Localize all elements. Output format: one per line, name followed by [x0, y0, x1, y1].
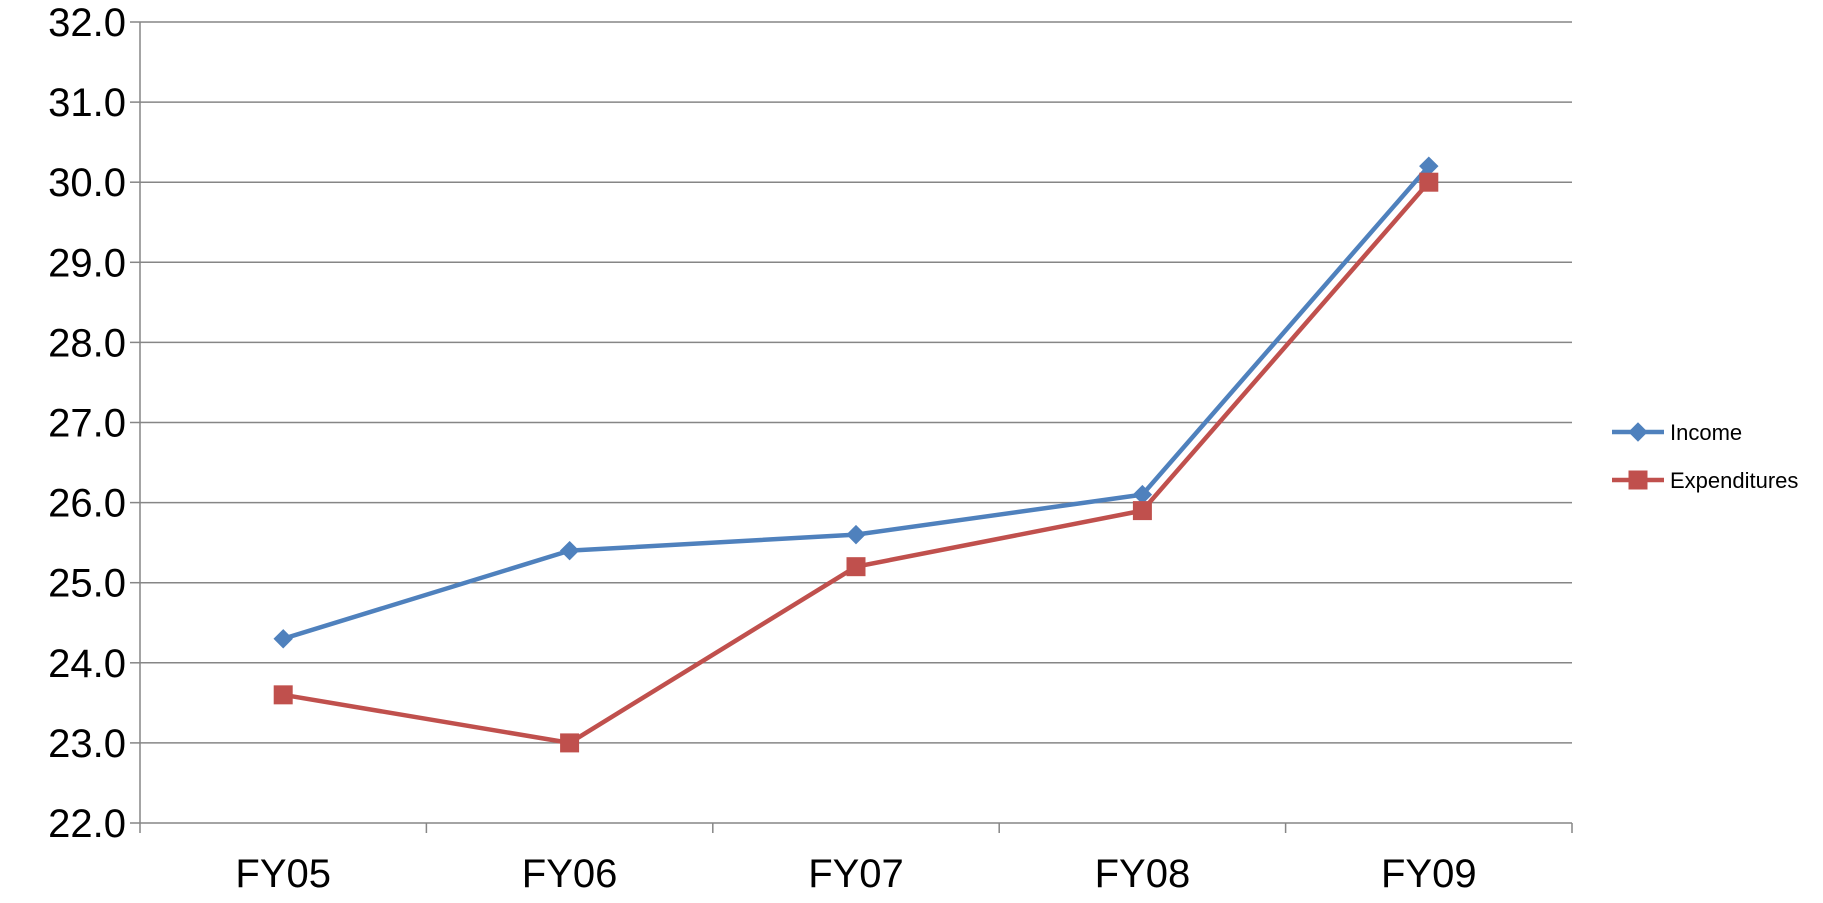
- axes: [130, 21, 1573, 833]
- legend-swatch-marker: [1628, 470, 1648, 490]
- expenditures-point: [1419, 172, 1439, 192]
- y-tick-label: 29.0: [48, 241, 126, 285]
- expenditures-point: [560, 733, 580, 753]
- income-point: [273, 629, 293, 649]
- expenditures-point: [1132, 501, 1152, 521]
- y-tick-label: 31.0: [48, 81, 126, 125]
- y-tick-label: 23.0: [48, 722, 126, 766]
- expenditures-point: [846, 557, 866, 577]
- legend-swatch-marker: [1628, 422, 1648, 442]
- y-tick-label: 24.0: [48, 642, 126, 686]
- legend: Income Expenditures: [1612, 420, 1798, 493]
- x-axis-tick-labels: FY05 FY06 FY07 FY08 FY09: [235, 852, 1476, 896]
- y-tick-label: 27.0: [48, 402, 126, 446]
- x-tick-label: FY07: [808, 852, 904, 896]
- expenditures-line: [282, 180, 1431, 746]
- y-tick-label: 22.0: [48, 802, 126, 846]
- gridlines: [140, 21, 1572, 744]
- y-tick-label: 32.0: [48, 1, 126, 45]
- series-expenditures: [273, 172, 1439, 753]
- y-tick-label: 28.0: [48, 321, 126, 365]
- series-lines: [273, 156, 1439, 753]
- x-tick-label: FY08: [1095, 852, 1191, 896]
- legend-label: Expenditures: [1670, 468, 1798, 493]
- legend-label: Income: [1670, 420, 1742, 445]
- y-tick-label: 30.0: [48, 161, 126, 205]
- expenditures-point: [273, 685, 293, 705]
- income-point: [559, 540, 580, 561]
- series-income: [273, 156, 1439, 649]
- legend-item-income: Income: [1612, 420, 1742, 445]
- income-point: [846, 524, 866, 545]
- y-axis-tick-labels: 22.0 23.0 24.0 25.0 26.0 27.0 28.0 29.0 30.0 31.0…: [48, 1, 126, 846]
- y-tick-label: 25.0: [48, 562, 126, 606]
- x-tick-label: FY05: [235, 852, 331, 896]
- legend-item-expenditures: Expenditures: [1612, 468, 1798, 493]
- x-tick-label: FY09: [1381, 852, 1477, 896]
- x-tick-label: FY06: [522, 852, 618, 896]
- y-tick-label: 26.0: [48, 482, 126, 526]
